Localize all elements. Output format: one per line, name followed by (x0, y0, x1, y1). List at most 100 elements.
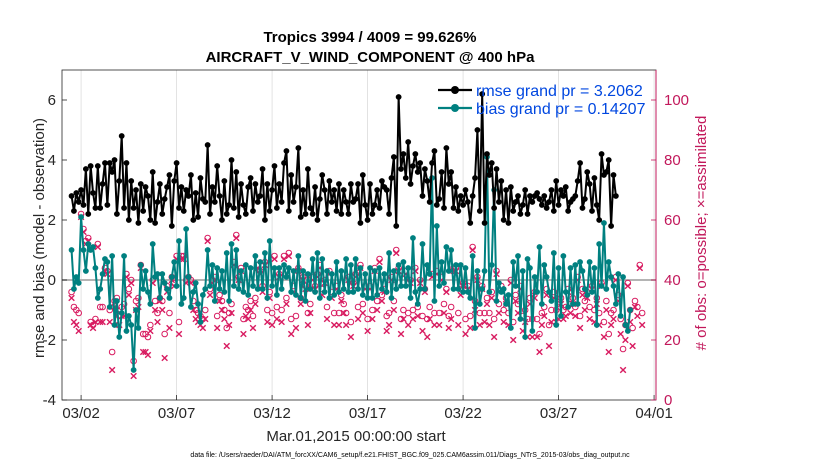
rmse-point (195, 214, 201, 220)
x-tick-label-5: 03/27 (540, 405, 578, 422)
obs-possible-point (545, 321, 553, 329)
obs-possible-point (404, 309, 412, 317)
bias-point (178, 301, 185, 307)
obs-assimilated-point (486, 321, 493, 329)
legend-rmse-label: rmse grand pr = 3.2062 (476, 83, 643, 100)
obs-possible-point (306, 300, 314, 308)
bias-point (615, 271, 622, 277)
bias-point (510, 259, 517, 265)
bias-point (570, 301, 576, 307)
bias-point (97, 286, 104, 292)
obs-possible-point (96, 303, 104, 311)
rmse-point (577, 160, 583, 166)
y-tick-label-3: 2 (48, 212, 56, 229)
bias-point (589, 289, 595, 295)
bias-point (94, 295, 101, 301)
bias-point (199, 292, 206, 298)
rmse-point (137, 181, 144, 187)
bias-point (204, 247, 211, 253)
bias-point (601, 220, 607, 226)
y-axis-label: rmse and bias (model - observation) (31, 118, 48, 358)
obs-assimilated-point (201, 315, 209, 323)
bias-point (512, 283, 519, 289)
rmse-point (512, 199, 519, 205)
bias-point (190, 289, 197, 295)
bias-point (168, 274, 175, 280)
bias-point (565, 304, 572, 310)
obs-assimilated-point (347, 333, 355, 341)
obs-assimilated-point (264, 318, 271, 326)
obs-possible-point (287, 315, 295, 323)
bias-point (572, 262, 579, 268)
bias-point (195, 301, 201, 307)
bias-point (338, 268, 345, 274)
obs-assimilated-point (223, 342, 231, 350)
bias-point (534, 289, 541, 295)
bias-point (324, 268, 330, 274)
bias-point (381, 271, 388, 277)
obs-assimilated-point (629, 342, 636, 350)
bias-point (214, 265, 221, 271)
rmse-point (443, 145, 450, 151)
rmse-point (180, 208, 187, 214)
obs-possible-point (99, 303, 106, 311)
rmse-point (369, 211, 376, 217)
obs-possible-point (548, 306, 555, 314)
bias-point (233, 247, 240, 253)
rmse-point (247, 175, 254, 181)
rmse-point (527, 193, 533, 199)
bias-point (517, 316, 524, 322)
bias-point (319, 256, 326, 262)
obs-possible-point (166, 309, 173, 317)
bias-point (431, 298, 438, 304)
rmse-point (424, 178, 431, 184)
bias-point (359, 292, 366, 298)
bias-point (114, 298, 120, 304)
rmse-point (589, 208, 595, 214)
rmse-point (398, 166, 404, 172)
rmse-point (147, 217, 154, 223)
rmse-point (386, 211, 392, 217)
bias-point (109, 253, 116, 259)
rmse-point (553, 178, 560, 184)
obs-assimilated-point (139, 348, 147, 356)
rmse-point (510, 208, 517, 214)
rmse-point (498, 178, 505, 184)
rmse-point (410, 163, 416, 169)
rmse-point (254, 199, 261, 205)
bias-point (228, 241, 235, 247)
bias-point (612, 301, 619, 307)
bias-point (467, 295, 474, 301)
rmse-point (598, 151, 605, 157)
bias-point (610, 283, 617, 289)
rmse-point (305, 166, 311, 172)
rmse-point (178, 184, 185, 190)
obs-possible-point (600, 318, 608, 326)
obs-assimilated-point (175, 330, 183, 338)
obs-assimilated-point (147, 327, 154, 335)
obs-possible-point (462, 315, 469, 323)
bias-point (273, 292, 280, 298)
bias-point (605, 259, 612, 265)
obs-possible-point (426, 303, 433, 311)
bias-point (245, 292, 252, 298)
rmse-point (429, 160, 435, 166)
obs-possible-point (619, 345, 627, 353)
obs-possible-point (216, 291, 223, 299)
rmse-point (328, 199, 335, 205)
rmse-point (73, 190, 80, 196)
bias-point (223, 250, 230, 256)
rmse-point (300, 187, 307, 193)
rmse-point (390, 154, 397, 160)
obs-assimilated-point (280, 255, 288, 263)
bias-point (116, 334, 123, 340)
obs-possible-point (605, 330, 613, 338)
rmse-point (383, 187, 390, 193)
bias-point (481, 268, 488, 274)
obs-possible-point (385, 309, 393, 317)
rmse-point (259, 166, 266, 172)
rmse-point (395, 94, 402, 100)
rmse-point (503, 187, 509, 193)
obs-possible-point (268, 309, 276, 317)
obs-possible-point (369, 306, 376, 314)
